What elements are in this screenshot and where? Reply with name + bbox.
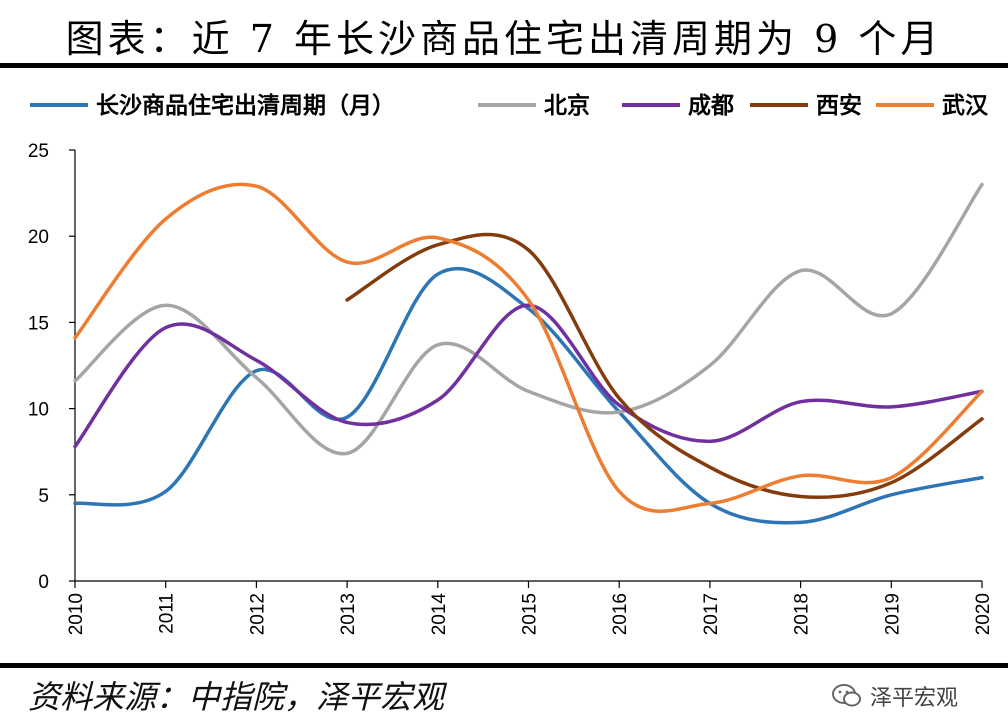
y-tick-label: 15: [28, 313, 49, 334]
x-tick-label: 2014: [429, 593, 450, 636]
chart-legend: 长沙商品住宅出清周期（月） 北京 成都 西安 武汉: [30, 92, 989, 119]
series-line-4: [345, 232, 984, 500]
legend-label: 北京: [544, 92, 590, 119]
series-line-5: [73, 182, 984, 513]
watermark: 泽平宏观: [832, 680, 958, 712]
x-tick-label: 2011: [157, 593, 178, 634]
x-tick-label: 2015: [520, 593, 541, 635]
source-note: 资料来源：中指院，泽平宏观: [28, 678, 445, 716]
y-tick-label: 25: [28, 141, 49, 162]
series-line-3: [73, 303, 984, 449]
series-line-1: [73, 266, 984, 525]
x-tick-label: 2013: [338, 593, 359, 635]
y-tick-label: 10: [28, 400, 49, 421]
legend-label: 长沙商品住宅出清周期（月）: [96, 92, 395, 119]
chart-series: [73, 182, 984, 525]
legend-label: 成都: [688, 93, 734, 119]
chart-title: 图表：近 7 年长沙商品住宅出清周期为 9 个月: [65, 17, 943, 61]
line-chart: 长沙商品住宅出清周期（月） 北京 成都 西安 武汉 0 5 10 15 20 25 2010 2011…: [28, 92, 994, 635]
title-divider: [0, 63, 1008, 68]
y-tick-label: 0: [38, 572, 49, 593]
x-tick-label: 2018: [792, 593, 813, 635]
legend-label: 西安: [816, 92, 862, 119]
legend-label: 武汉: [942, 93, 989, 119]
y-tick-label: 5: [38, 486, 49, 507]
footer-divider: [0, 663, 1008, 668]
y-tick-label: 20: [28, 227, 49, 248]
x-tick-label: 2012: [247, 593, 268, 635]
chart-axes: 0 5 10 15 20 25 2010 2011 2012 2013 2014 2015 2016 20…: [28, 141, 994, 635]
x-tick-label: 2020: [973, 593, 994, 635]
x-tick-label: 2016: [610, 593, 631, 635]
x-tick-label: 2017: [701, 593, 722, 635]
series-line-2: [73, 182, 984, 456]
x-tick-label: 2019: [882, 593, 903, 635]
wechat-icon: [832, 684, 861, 707]
x-tick-label: 2010: [66, 593, 87, 635]
watermark-text: 泽平宏观: [870, 686, 959, 711]
